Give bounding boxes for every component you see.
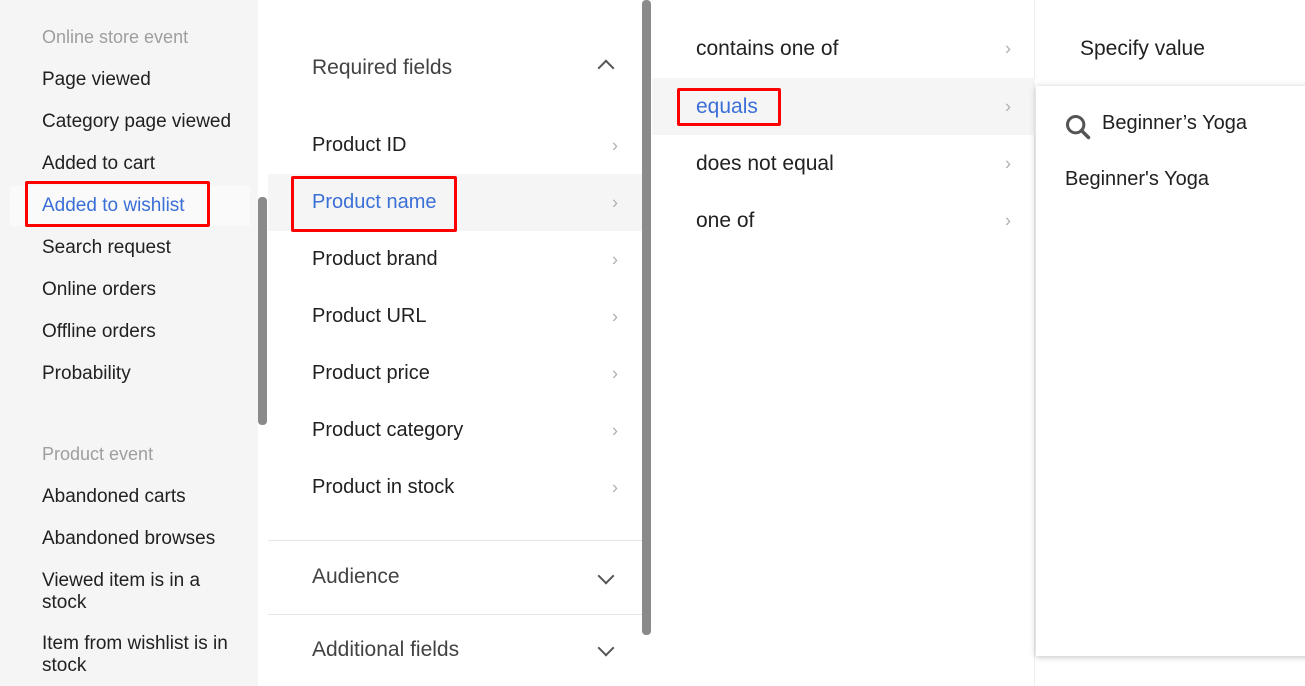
search-input[interactable]: Beginner’s Yoga: [1102, 112, 1247, 134]
chevron-up-icon[interactable]: [597, 59, 615, 77]
sidebar-item-page-viewed[interactable]: Page viewed: [42, 69, 151, 90]
sidebar-item-online-orders[interactable]: Online orders: [42, 279, 157, 300]
group-heading: Online store event: [42, 27, 189, 47]
field-product-id[interactable]: Product ID ›: [268, 117, 642, 174]
chevron-down-icon[interactable]: [597, 639, 615, 657]
value-panel: Specify value: [1036, 0, 1305, 686]
field-label: Product URL: [312, 305, 427, 327]
search-icon: [1065, 114, 1091, 140]
sidebar-item-added-to-cart[interactable]: Added to cart: [42, 153, 156, 174]
chevron-right-icon: ›: [1005, 96, 1011, 116]
operators-panel: contains one of › equals › does not equal ›…: [652, 0, 1035, 686]
field-product-category[interactable]: Product category ›: [268, 402, 642, 459]
sidebar-item-search-request[interactable]: Search request: [42, 237, 171, 258]
field-label: Product price: [312, 362, 430, 384]
chevron-right-icon: ›: [612, 192, 618, 212]
fields-panel: Required fields Product ID › Product name…: [268, 0, 642, 686]
chevron-right-icon: ›: [1005, 153, 1011, 173]
sidebar-item-category-page-viewed[interactable]: Category page viewed: [42, 111, 232, 132]
highlight-box: [25, 181, 210, 227]
specify-value-title: Specify value: [1080, 37, 1205, 60]
chevron-right-icon: ›: [612, 135, 618, 155]
additional-fields-header[interactable]: Additional fields: [312, 638, 460, 661]
field-label: Product name: [312, 191, 437, 213]
highlight-box: [677, 88, 781, 126]
selected-row-bg: [10, 186, 250, 226]
value-option[interactable]: Beginner's Yoga: [1065, 168, 1209, 190]
chevron-down-icon[interactable]: [597, 567, 615, 585]
sidebar-scrollbar[interactable]: [258, 197, 267, 425]
divider: [268, 540, 642, 541]
chevron-right-icon: ›: [1005, 210, 1011, 230]
sidebar-item-viewed-item-in-stock[interactable]: Viewed item is in a stock: [42, 570, 201, 613]
sidebar-item-wishlist-in-stock[interactable]: Item from wishlist is in stock: [42, 633, 228, 676]
sidebar-item-abandoned-browses[interactable]: Abandoned browses: [42, 528, 216, 549]
sidebar-item-offline-orders[interactable]: Offline orders: [42, 321, 156, 342]
event-sidebar: Online store event Page viewed Category …: [0, 0, 258, 686]
sidebar-item-abandoned-carts[interactable]: Abandoned carts: [42, 486, 186, 507]
operator-label: does not equal: [696, 151, 834, 175]
operator-contains-one-of[interactable]: contains one of ›: [652, 20, 1035, 77]
highlight-box: [291, 176, 457, 232]
audience-header[interactable]: Audience: [312, 565, 400, 588]
divider: [268, 614, 642, 615]
chevron-right-icon: ›: [612, 477, 618, 497]
field-label: Product brand: [312, 248, 438, 270]
field-product-brand[interactable]: Product brand ›: [268, 231, 642, 288]
sidebar-item-added-to-wishlist[interactable]: Added to wishlist: [42, 195, 185, 216]
chevron-right-icon: ›: [612, 306, 618, 326]
field-product-in-stock[interactable]: Product in stock ›: [268, 459, 642, 516]
field-label: Product in stock: [312, 476, 455, 498]
chevron-right-icon: ›: [612, 420, 618, 440]
chevron-right-icon: ›: [612, 363, 618, 383]
value-dropdown: Beginner’s Yoga Beginner's Yoga: [1036, 86, 1305, 656]
field-label: Product category: [312, 419, 464, 441]
fields-scrollbar[interactable]: [642, 0, 651, 635]
field-label: Product ID: [312, 134, 407, 156]
chevron-right-icon: ›: [612, 249, 618, 269]
operator-label: contains one of: [696, 36, 839, 60]
sidebar-item-probability[interactable]: Probability: [42, 363, 131, 384]
operator-does-not-equal[interactable]: does not equal ›: [652, 135, 1035, 192]
field-product-price[interactable]: Product price ›: [268, 345, 642, 402]
operator-label: one of: [696, 208, 755, 232]
required-fields-header[interactable]: Required fields: [312, 56, 453, 79]
operator-label: equals: [696, 94, 758, 118]
chevron-right-icon: ›: [1005, 38, 1011, 58]
field-product-url[interactable]: Product URL ›: [268, 288, 642, 345]
group-heading: Product event: [42, 444, 154, 464]
operator-one-of[interactable]: one of ›: [652, 192, 1035, 249]
